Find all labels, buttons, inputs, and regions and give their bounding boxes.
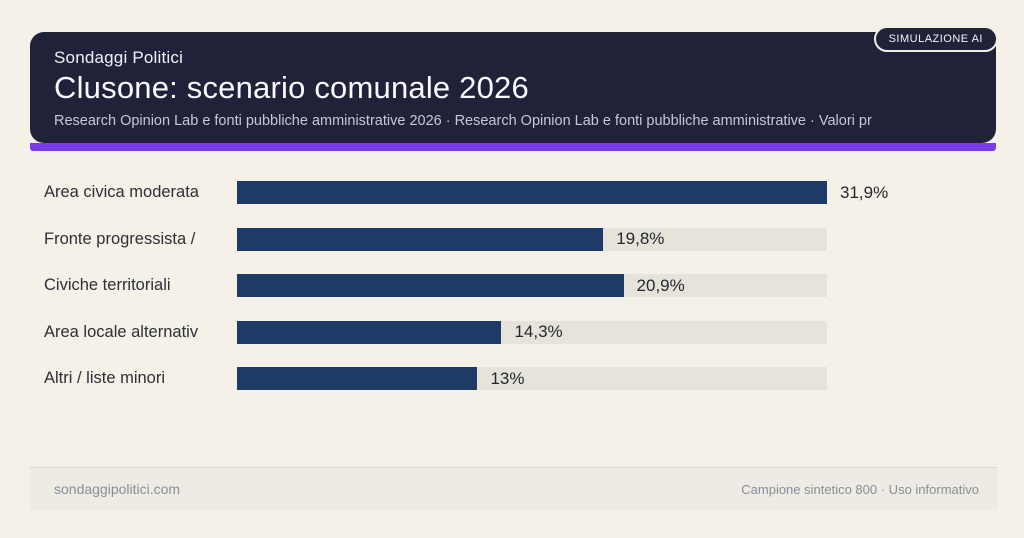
accent-strip	[30, 143, 996, 151]
category-label: Area locale alternativ	[44, 322, 199, 341]
bar-track: 14,3%	[237, 320, 827, 344]
bar-fill	[237, 367, 478, 390]
simulation-badge: SIMULAZIONE AI	[873, 26, 998, 52]
bar-row: Area civica moderata 31,9%	[0, 181, 1024, 204]
value-label: 19,8%	[616, 229, 665, 248]
header-card: Sondaggi Politici Clusone: scenario comu…	[30, 32, 996, 143]
category-label: Altri / liste minori	[44, 369, 166, 387]
bar-track: 19,8%	[237, 227, 827, 251]
bar-chart: Area civica moderata 31,9% Fronte progress…	[0, 181, 1024, 390]
page-title: Clusone: scenario comunale 2026	[54, 70, 529, 105]
bar-row: Altri / liste minori 13%	[0, 367, 1024, 390]
bar-track: 31,9%	[237, 181, 888, 204]
value-label: 14,3%	[514, 322, 563, 341]
footer: sondaggipolitici.com Campione sintetico …	[30, 467, 997, 510]
bar-fill	[237, 227, 604, 251]
simulation-badge-label: SIMULAZIONE AI	[888, 33, 983, 45]
bar-fill	[237, 181, 827, 204]
bar-row: Area locale alternativ 14,3%	[0, 320, 1024, 344]
value-label: 13%	[490, 368, 525, 388]
footer-website: sondaggipolitici.com	[54, 481, 181, 497]
category-label: Civiche territoriali	[44, 276, 171, 294]
value-label: 31,9%	[840, 182, 889, 202]
footer-sample-note: Campione sintetico 800 · Uso informativo	[741, 481, 979, 497]
bar-row: Civiche territoriali 20,9%	[0, 274, 1024, 297]
bar-track: 20,9%	[237, 274, 827, 297]
value-label: 20,9%	[636, 275, 685, 295]
brand-name: Sondaggi Politici	[54, 48, 184, 67]
category-label: Area civica moderata	[44, 183, 199, 201]
bar-row: Fronte progressista / 19,8%	[0, 227, 1024, 251]
bar-fill	[237, 274, 624, 297]
source-subtitle: Research Opinion Lab e fonti pubbliche a…	[54, 112, 872, 129]
bar-track: 13%	[237, 367, 827, 390]
bar-fill	[237, 320, 502, 344]
category-label: Fronte progressista /	[44, 229, 196, 248]
